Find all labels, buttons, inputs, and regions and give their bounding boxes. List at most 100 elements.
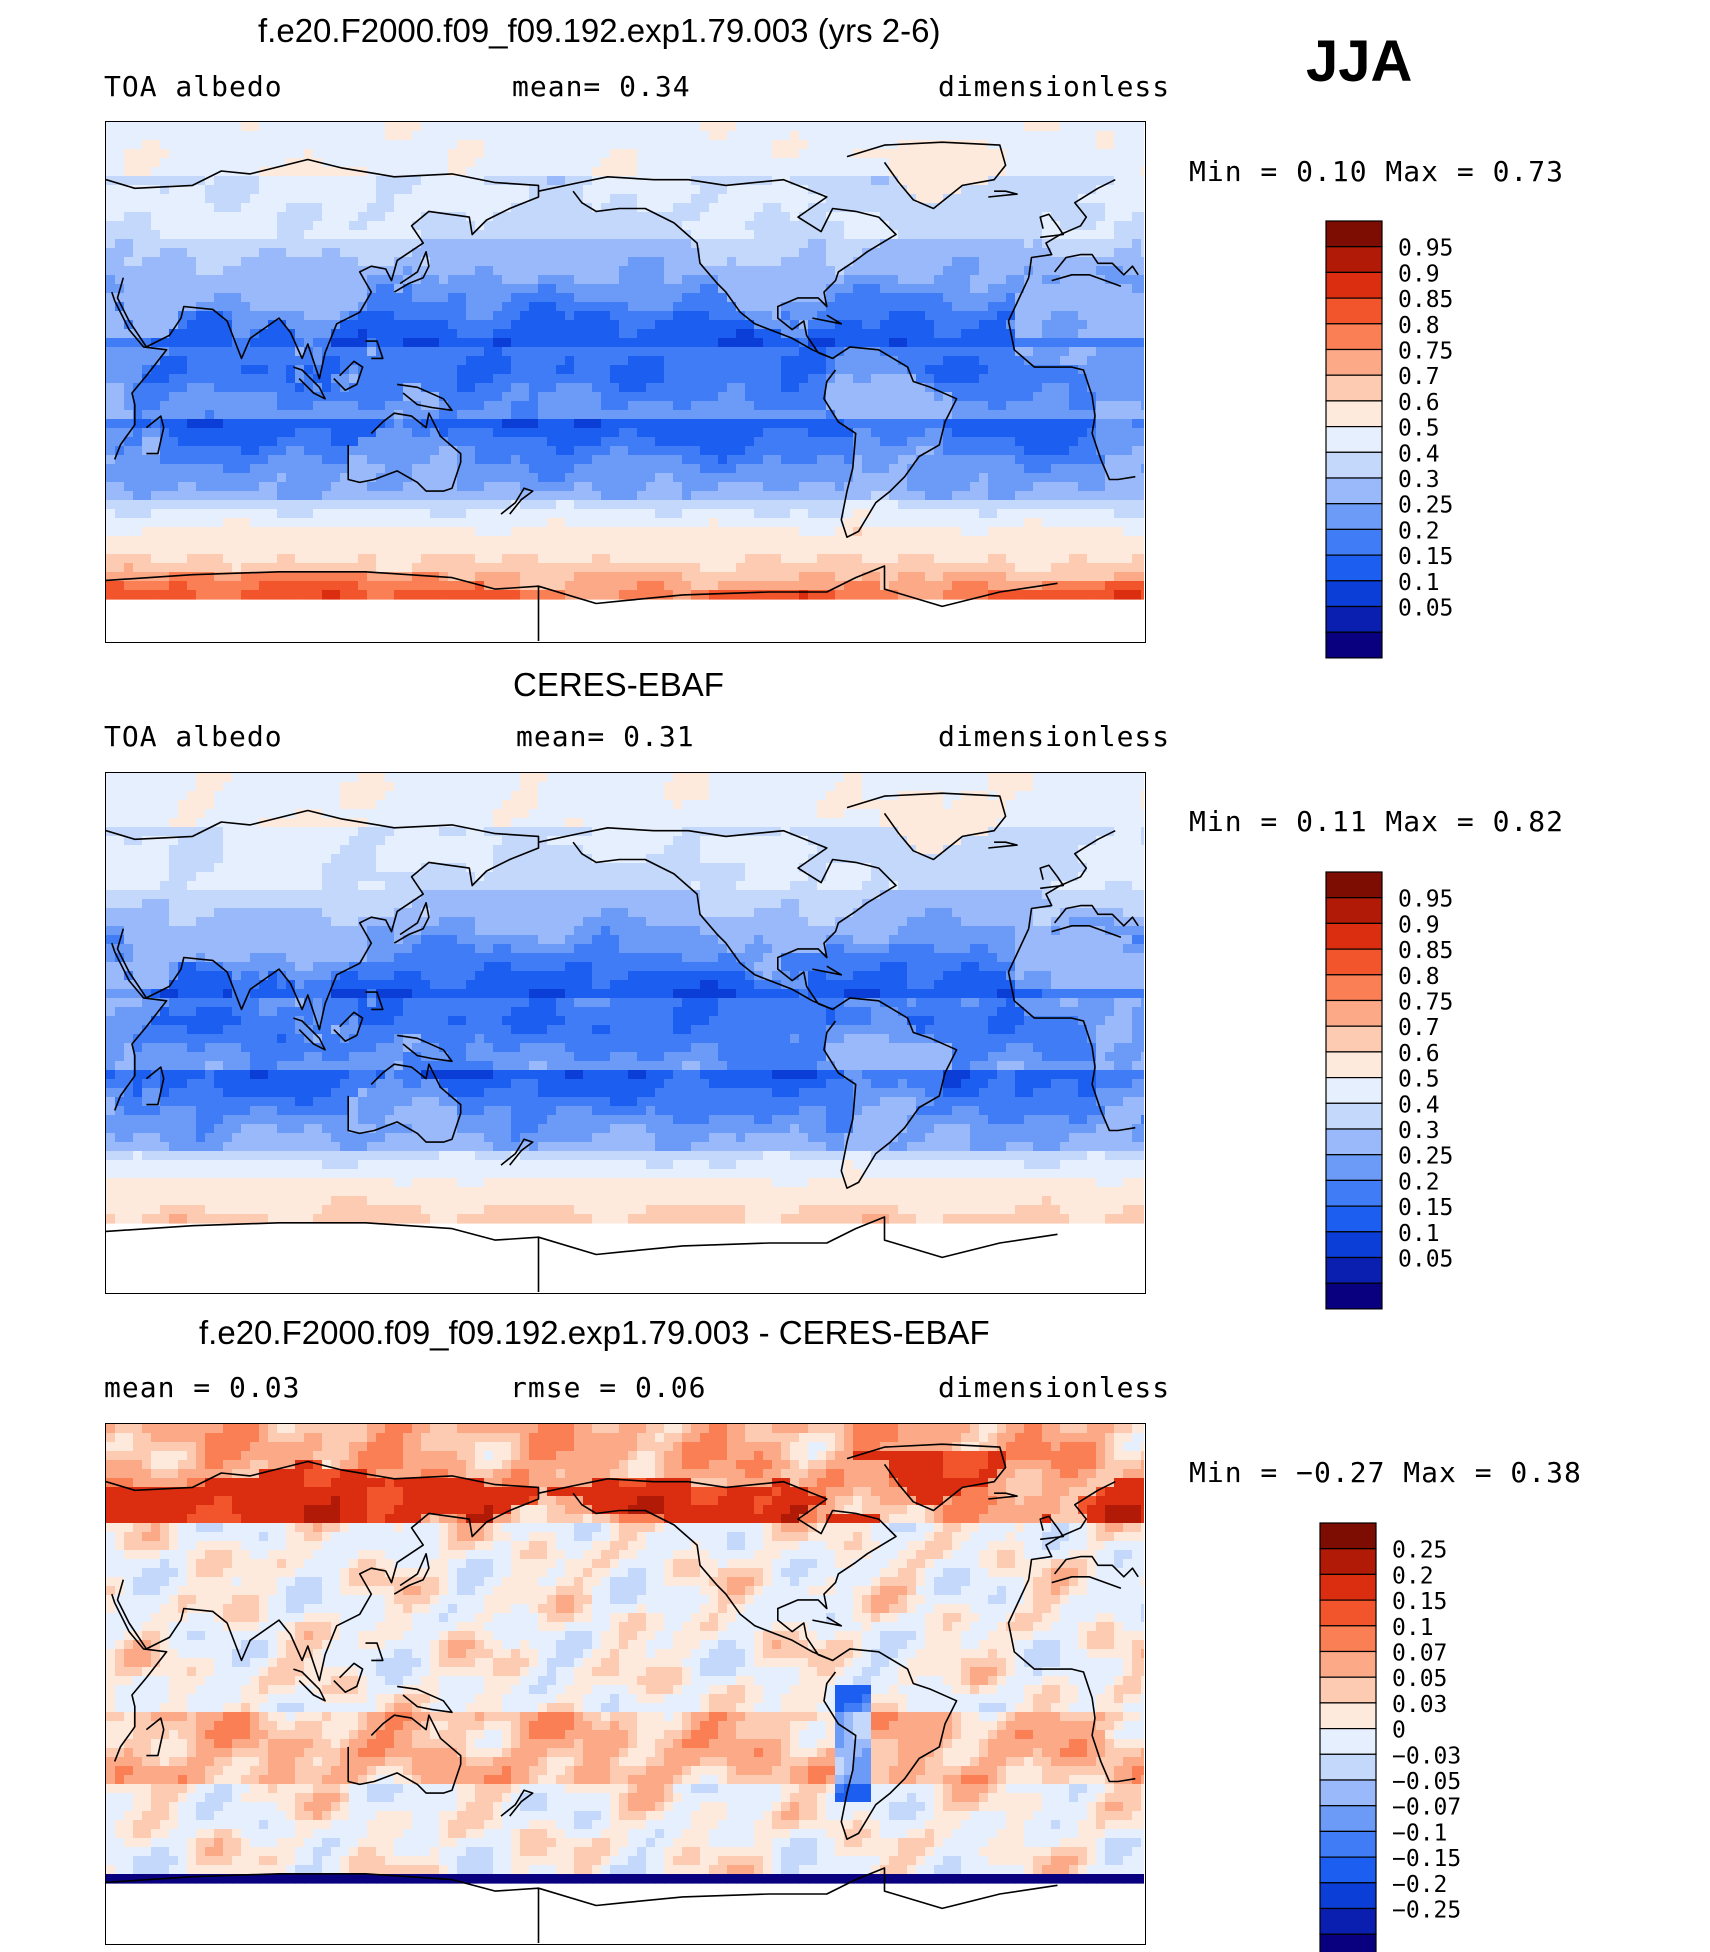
map-cell <box>178 167 188 177</box>
map-cell <box>718 248 728 258</box>
map-cell <box>196 149 206 159</box>
map-cell <box>898 437 908 447</box>
map-cell <box>979 185 989 195</box>
map-cell <box>835 275 845 285</box>
map-cell <box>898 221 908 231</box>
map-cell <box>340 203 350 213</box>
map-cell <box>259 311 269 321</box>
map-cell <box>664 185 674 195</box>
map-cell <box>565 176 575 186</box>
map-cell <box>934 293 944 303</box>
map-cell <box>376 230 386 240</box>
map-cell <box>826 329 836 339</box>
map-cell <box>223 293 233 303</box>
map-cell <box>574 293 584 303</box>
map-cell <box>511 230 521 240</box>
map-cell <box>619 293 629 303</box>
map-cell <box>196 284 206 294</box>
map-cell <box>376 320 386 330</box>
map-cell <box>250 239 260 249</box>
map-cell <box>439 311 449 321</box>
map-cell <box>556 158 566 168</box>
map-cell <box>448 185 458 195</box>
map-cell <box>574 410 584 420</box>
map-cell <box>556 410 566 420</box>
map-cell <box>673 392 683 402</box>
map-cell <box>538 491 548 501</box>
map-cell <box>934 311 944 321</box>
map-cell <box>1141 383 1144 393</box>
map-cell <box>646 473 656 483</box>
map-cell <box>826 275 836 285</box>
map-cell <box>781 491 791 501</box>
map-cell <box>358 329 368 339</box>
map-cell <box>1060 284 1070 294</box>
map-cell <box>349 185 359 195</box>
map-cell <box>1006 464 1016 474</box>
map-cell <box>799 176 809 186</box>
map-cell <box>646 221 656 231</box>
map-cell <box>394 437 404 447</box>
map-cell <box>529 167 539 177</box>
map-cell <box>268 302 278 312</box>
map-cell <box>691 338 701 348</box>
map-cell <box>646 284 656 294</box>
map-cell <box>250 266 260 276</box>
map-cell <box>403 311 413 321</box>
map-cell <box>817 338 827 348</box>
map-cell <box>799 221 809 231</box>
map-cell <box>259 500 269 510</box>
map-cell <box>475 122 485 132</box>
map-cell <box>1015 329 1025 339</box>
map-cell <box>349 437 359 447</box>
map-cell <box>1033 320 1043 330</box>
map-cell <box>223 158 233 168</box>
map-cell <box>403 464 413 474</box>
map-cell <box>601 329 611 339</box>
map-cell <box>106 275 116 285</box>
map-cell <box>664 500 674 510</box>
map-cell <box>529 410 539 420</box>
map-cell <box>277 500 287 510</box>
map-cell <box>1015 176 1025 186</box>
map-cell <box>376 428 386 438</box>
map-cell <box>214 266 224 276</box>
map-cell <box>1069 131 1079 141</box>
map-cell <box>907 203 917 213</box>
map-cell <box>583 374 593 384</box>
map-cell <box>808 284 818 294</box>
map-cell <box>232 500 242 510</box>
map-cell <box>151 428 161 438</box>
map-cell <box>988 257 998 267</box>
map-cell <box>421 194 431 204</box>
map-cell <box>250 482 260 492</box>
map-cell <box>241 248 251 258</box>
map-cell <box>547 410 557 420</box>
map-cell <box>853 239 863 249</box>
map-cell <box>484 302 494 312</box>
map-cell <box>223 131 233 141</box>
map-cell <box>493 455 503 465</box>
map-cell <box>538 401 548 411</box>
map-cell <box>295 392 305 402</box>
map-cell <box>673 356 683 366</box>
map-cell <box>151 356 161 366</box>
map-cell <box>178 257 188 267</box>
map-cell <box>610 203 620 213</box>
map-cell <box>484 167 494 177</box>
map-cell <box>367 500 377 510</box>
map-cell <box>673 158 683 168</box>
map-cell <box>574 149 584 159</box>
map-cell <box>871 158 881 168</box>
map-cell <box>709 365 719 375</box>
map-cell <box>115 338 125 348</box>
map-cell <box>754 185 764 195</box>
map-cell <box>295 212 305 222</box>
map-cell <box>709 320 719 330</box>
map-cell <box>790 338 800 348</box>
map-cell <box>313 176 323 186</box>
map-cell <box>214 203 224 213</box>
map-cell <box>106 464 116 474</box>
map-cell <box>682 392 692 402</box>
map-cell <box>547 428 557 438</box>
